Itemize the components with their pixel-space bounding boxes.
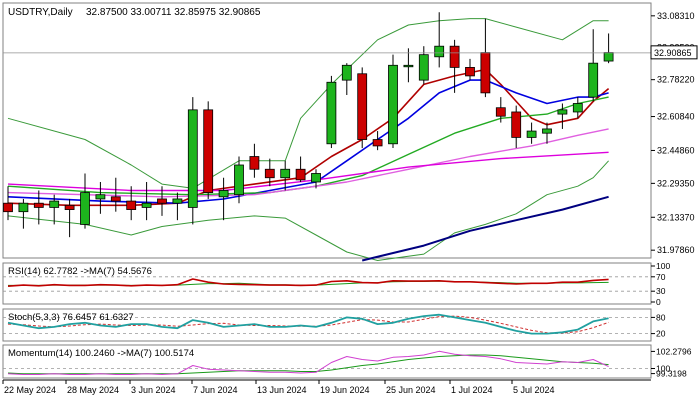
price-tick-label: 32.60840 <box>657 112 695 122</box>
bull-candle <box>311 173 321 183</box>
bull-candle <box>95 194 106 200</box>
ma_navy-line <box>361 195 609 262</box>
momentum-tick-label: 100 <box>656 364 670 374</box>
candlesticks <box>3 12 614 238</box>
bull-candle <box>218 190 229 198</box>
bull-candle <box>80 192 90 225</box>
stoch-lines <box>7 313 609 335</box>
bull-candle <box>341 64 352 81</box>
time-tick-label: 25 Jun 2024 <box>386 385 436 395</box>
time-tick-label: 5 Jul 2024 <box>513 385 555 395</box>
time-tick-label: 13 Jun 2024 <box>257 385 307 395</box>
bull-candle <box>234 164 244 196</box>
rsi-tick-label: 30 <box>656 286 666 296</box>
bear-candle <box>110 196 121 202</box>
momentum-tick-label: 99.3198 <box>656 369 687 379</box>
stoch-k-line <box>7 313 609 335</box>
bear-candle <box>249 156 260 170</box>
bull-candle <box>172 198 183 204</box>
bull-candle <box>557 109 568 115</box>
rsi-tick-label: 100 <box>656 261 670 271</box>
bull-candle <box>326 81 337 145</box>
time-axis[interactable]: 22 May 2024 28 May 2024 3 Jun 2024 7 Jun 20… <box>2 379 651 395</box>
bear-candle <box>295 168 306 181</box>
band-line <box>7 18 609 189</box>
bull-candle <box>388 64 398 145</box>
bull-candle <box>603 52 614 62</box>
time-tick-label: 3 Jun 2024 <box>131 385 176 395</box>
stoch-axis: 80 20 <box>651 312 666 339</box>
bear-candle <box>203 109 214 193</box>
price-tick-label: 32.29350 <box>657 178 695 188</box>
momentum-label: Momentum(14) 100.2460 ->MA(7) 100.5174 <box>8 348 194 359</box>
bear-candle <box>64 204 75 210</box>
time-tick-label: 1 Jul 2024 <box>451 385 493 395</box>
bear-candle <box>357 73 368 140</box>
bear-candle <box>33 202 44 208</box>
rsi-panel[interactable]: RSI(14) 62.7782 ->MA(7) 54.5676 <box>2 262 652 305</box>
bull-candle <box>588 62 599 98</box>
bull-candle <box>18 202 29 213</box>
price-tick-label: 33.08310 <box>657 11 695 21</box>
bull-candle <box>49 200 60 208</box>
price-tick-label: 31.97860 <box>657 245 695 255</box>
bear-candle <box>157 198 167 204</box>
momentum-tick-label: 102.2796 <box>656 346 692 356</box>
bull-candle <box>403 64 414 68</box>
time-tick-label: 7 Jun 2024 <box>193 385 238 395</box>
bull-candle <box>280 168 291 179</box>
bear-candle <box>3 202 13 213</box>
rsi-tick-label: 0 <box>656 297 661 307</box>
bollinger-bands <box>7 18 609 261</box>
bear-candle <box>449 45 460 68</box>
bull-candle <box>526 130 537 138</box>
ma_mid-line <box>7 79 609 204</box>
price-tick-label: 32.78220 <box>657 75 695 85</box>
stoch-label: Stoch(5,3,3) 76.6457 61.6327 <box>8 312 134 323</box>
rsi-line <box>7 278 609 287</box>
bear-candle <box>495 107 506 117</box>
bear-candle <box>372 139 383 147</box>
rsi-tick-label: 70 <box>656 272 666 282</box>
ohlc-values: 32.87500 33.00711 32.85975 32.90865 <box>86 7 261 18</box>
bull-candle <box>572 103 583 113</box>
rsi-label: RSI(14) 62.7782 ->MA(7) 54.5676 <box>8 266 152 277</box>
current-price-tag: 32.90865 <box>650 45 698 60</box>
stoch-tick-label: 80 <box>656 312 666 322</box>
momentum-lines <box>7 350 609 375</box>
bull-candle <box>187 109 198 208</box>
rsi-levels <box>3 276 651 292</box>
time-tick-label: 19 Jun 2024 <box>320 385 370 395</box>
bull-candle <box>542 128 552 134</box>
stoch-tick-label: 20 <box>656 329 666 339</box>
bull-candle <box>434 45 445 58</box>
current-price-value: 32.90865 <box>654 48 692 58</box>
price-tick-label: 32.44860 <box>657 145 695 155</box>
momentum-panel[interactable]: Momentum(14) 100.2460 ->MA(7) 100.5174 <box>2 344 652 379</box>
time-tick-label: 22 May 2024 <box>4 385 56 395</box>
bear-candle <box>465 67 475 77</box>
main-price-panel[interactable]: USDTRY,Daily 32.87500 33.00711 32.85975 … <box>2 2 652 262</box>
symbol-label: USDTRY,Daily <box>8 7 73 18</box>
bear-candle <box>126 200 137 210</box>
bull-candle <box>141 202 152 208</box>
bear-candle <box>511 111 522 138</box>
time-tick-label: 28 May 2024 <box>67 385 119 395</box>
momentum-line <box>7 350 609 375</box>
band-line <box>7 160 609 261</box>
bull-candle <box>418 54 429 81</box>
ma_fast-line <box>7 68 610 207</box>
stoch-panel[interactable]: Stoch(5,3,3) 76.6457 61.6327 <box>2 308 652 342</box>
rsi-lines <box>7 278 609 287</box>
bear-candle <box>480 52 491 94</box>
price-tick-label: 32.13370 <box>657 212 695 222</box>
bear-candle <box>264 168 275 179</box>
